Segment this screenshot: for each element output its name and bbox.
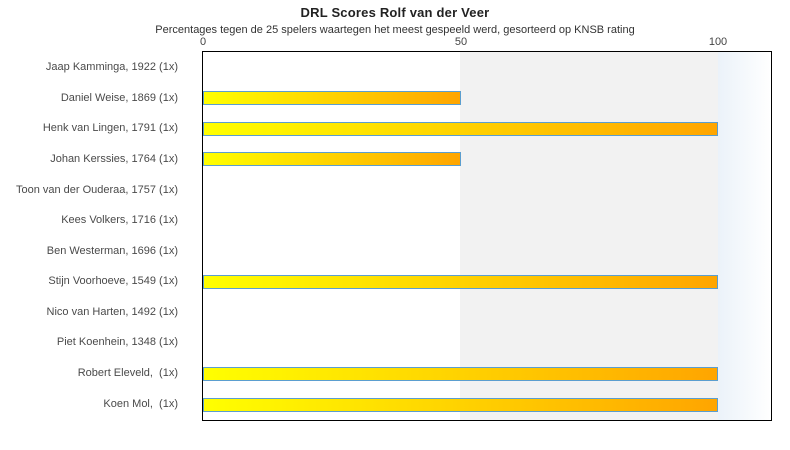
plot-band-50-100 [460, 52, 718, 420]
bar-row [203, 389, 771, 420]
y-axis-label: Ben Westerman, 1696 (1x) [46, 244, 178, 257]
x-axis-tick-100: 100 [708, 36, 728, 48]
bar-row [203, 175, 771, 206]
bar-row [203, 236, 771, 267]
y-axis-label: Daniel Weise, 1869 (1x) [60, 91, 178, 104]
bar-row [203, 267, 771, 298]
bar-row [203, 205, 771, 236]
y-axis-label: Toon van der Ouderaa, 1757 (1x) [15, 183, 178, 196]
y-axis-label: Koen Mol, (1x) [103, 397, 178, 410]
chart-title: DRL Scores Rolf van der Veer [300, 5, 490, 20]
plot-band-overflow [718, 52, 771, 420]
y-axis-label: Piet Koenhein, 1348 (1x) [56, 336, 178, 349]
bar [203, 152, 461, 167]
y-axis-labels: Jaap Kamminga, 1922 (1x) Daniel Weise, 18… [0, 52, 190, 419]
plot-area [202, 51, 772, 421]
bar-row [203, 52, 771, 83]
bar [203, 397, 718, 412]
bar-row [203, 359, 771, 390]
y-axis-label: Robert Eleveld, (1x) [77, 367, 178, 380]
y-axis-label: Jaap Kamminga, 1922 (1x) [45, 61, 178, 74]
bar [203, 275, 718, 290]
bar-row [203, 297, 771, 328]
bar-rows [203, 52, 771, 420]
bar-row [203, 328, 771, 359]
bar-row [203, 83, 771, 114]
x-axis-tick-0: 0 [199, 36, 207, 48]
bar-row [203, 144, 771, 175]
bar [203, 367, 718, 382]
y-axis-label: Henk van Lingen, 1791 (1x) [42, 122, 178, 135]
bar-row [203, 113, 771, 144]
bar [203, 91, 461, 105]
chart-subtitle: Percentages tegen de 25 spelers waartege… [155, 24, 635, 36]
y-axis-label: Johan Kerssies, 1764 (1x) [50, 153, 178, 166]
y-axis-label: Stijn Voorhoeve, 1549 (1x) [48, 275, 178, 288]
y-axis-label: Nico van Harten, 1492 (1x) [46, 305, 178, 318]
bar [203, 121, 718, 136]
y-axis-label: Kees Volkers, 1716 (1x) [61, 214, 178, 227]
x-axis-tick-50: 50 [454, 36, 468, 48]
